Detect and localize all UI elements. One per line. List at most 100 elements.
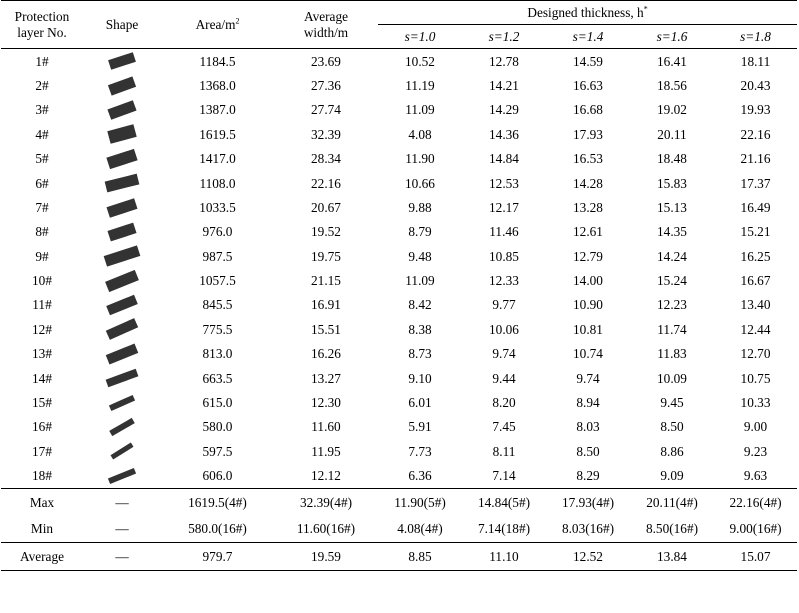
thickness-cell: 20.11 xyxy=(657,126,687,142)
summary-label: Max xyxy=(1,488,83,516)
table-row: 7# 1033.5 20.67 9.88 12.17 13.28 15.13 16.49 xyxy=(1,195,797,219)
protection-no-cell: 12# xyxy=(32,321,52,337)
thickness-cell: 6.36 xyxy=(408,468,432,484)
area-cell: 775.5 xyxy=(202,321,233,337)
summary-thickness: 17.93(4#) xyxy=(546,488,630,516)
area-cell: 615.0 xyxy=(202,395,233,411)
shape-icon xyxy=(106,148,138,169)
shape-cell xyxy=(83,317,161,341)
protection-no-cell: 1# xyxy=(35,53,49,69)
average-width-cell: 28.34 xyxy=(311,151,341,167)
thickness-cell: 7.14 xyxy=(492,468,516,484)
table-row: 18# 606.0 12.12 6.36 7.14 8.29 9.09 9.63 xyxy=(1,464,797,489)
thickness-cell: 11.09 xyxy=(405,102,435,118)
header-s-col: s=1.4 xyxy=(546,24,630,49)
shape-cell xyxy=(83,464,161,489)
summary-thickness: 14.84(5#) xyxy=(462,488,546,516)
thickness-cell: 11.90 xyxy=(405,151,435,167)
thickness-cell: 14.59 xyxy=(573,53,603,69)
thickness-cell: 12.44 xyxy=(740,321,771,337)
protection-no-cell: 17# xyxy=(32,443,52,459)
table-row: 1# 1184.5 23.69 10.52 12.78 14.59 16.41 18.11 xyxy=(1,49,797,74)
thickness-cell: 11.74 xyxy=(657,321,687,337)
protection-no-cell: 6# xyxy=(35,175,49,191)
thickness-cell: 9.77 xyxy=(492,297,516,313)
thickness-cell: 9.00 xyxy=(743,419,768,435)
shape-mark xyxy=(107,100,137,120)
shape-cell xyxy=(83,293,161,317)
table-row: 3# 1387.0 27.74 11.09 14.29 16.68 19.02 19.93 xyxy=(1,98,797,122)
area-cell: 1057.5 xyxy=(199,273,236,289)
shape-icon xyxy=(105,318,139,341)
shape-cell xyxy=(83,220,161,244)
average-width-cell: 12.12 xyxy=(311,468,341,484)
area-cell: 597.5 xyxy=(202,443,233,459)
thickness-cell: 19.93 xyxy=(740,102,771,118)
thickness-cell: 9.45 xyxy=(660,395,684,411)
shape-mark xyxy=(106,197,138,218)
protection-no-cell: 14# xyxy=(32,370,52,386)
thickness-cell: 4.08 xyxy=(408,126,432,142)
average-width-cell: 13.27 xyxy=(311,370,341,386)
shape-cell xyxy=(83,244,161,268)
thickness-cell: 16.67 xyxy=(740,273,771,289)
summary-shape-dash: — xyxy=(115,521,129,537)
summary-shape-dash: — xyxy=(83,542,161,571)
shape-mark xyxy=(110,442,134,460)
average-width-cell: 19.75 xyxy=(311,248,341,264)
thickness-cell: 10.09 xyxy=(657,370,687,386)
average-width-cell: 11.60 xyxy=(311,419,341,435)
thickness-cell: 14.21 xyxy=(489,77,519,93)
thickness-cell: 10.06 xyxy=(489,321,519,337)
area-cell: 1184.5 xyxy=(199,53,236,69)
thickness-cell: 10.90 xyxy=(573,297,603,313)
area-cell: 606.0 xyxy=(202,468,233,484)
shape-icon xyxy=(106,197,138,218)
thickness-cell: 9.74 xyxy=(492,346,516,362)
protection-no-cell: 5# xyxy=(35,151,49,167)
area-cell: 987.5 xyxy=(202,248,233,264)
thickness-cell: 10.33 xyxy=(740,395,771,411)
summary-width: 11.60(16#) xyxy=(296,521,356,537)
shape-icon xyxy=(107,124,137,145)
summary-row: Average —979.7 19.59 8.85 11.10 12.52 13.84 15.… xyxy=(1,542,798,571)
average-width-cell: 12.30 xyxy=(311,395,341,411)
thickness-cell: 7.73 xyxy=(408,443,432,459)
thickness-cell: 12.33 xyxy=(489,273,519,289)
shape-icon xyxy=(105,343,139,365)
shape-cell xyxy=(83,415,161,439)
area-cell: 976.0 xyxy=(202,224,233,240)
thickness-cell: 9.48 xyxy=(408,248,432,264)
area-cell: 1108.0 xyxy=(199,175,236,191)
table-row: 9# 987.5 19.75 9.48 10.85 12.79 14.24 16.25 xyxy=(1,244,797,268)
shape-icon xyxy=(105,269,139,292)
thickness-cell: 9.74 xyxy=(576,370,600,386)
average-width-cell: 27.74 xyxy=(311,102,341,118)
thickness-cell: 15.24 xyxy=(657,273,687,289)
shape-cell xyxy=(83,342,161,366)
summary-area: 979.7 xyxy=(161,542,274,571)
area-cell: 813.0 xyxy=(202,346,233,362)
shape-mark xyxy=(109,417,135,437)
thickness-cell: 8.29 xyxy=(576,468,600,484)
thickness-cell: 15.83 xyxy=(657,175,687,191)
protection-no-cell: 11# xyxy=(32,297,52,313)
thickness-cell: 8.20 xyxy=(492,395,516,411)
header-s-col: s=1.2 xyxy=(462,24,546,49)
summary-thickness: 4.08(4#) xyxy=(397,521,443,537)
average-width-cell: 22.16 xyxy=(311,175,341,191)
thickness-cell: 11.46 xyxy=(489,224,519,240)
thickness-cell: 8.50 xyxy=(660,419,684,435)
thickness-cell: 14.36 xyxy=(489,126,519,142)
average-width-cell: 19.52 xyxy=(311,224,341,240)
thickness-cell: 11.09 xyxy=(405,273,435,289)
thickness-cell: 9.23 xyxy=(743,443,768,459)
thickness-cell: 10.74 xyxy=(573,346,603,362)
shape-mark xyxy=(107,124,137,145)
shape-cell xyxy=(83,366,161,390)
table-row: 8# 976.0 19.52 8.79 11.46 12.61 14.35 15.21 xyxy=(1,220,797,244)
thickness-cell: 8.11 xyxy=(492,443,516,459)
thickness-cell: 17.37 xyxy=(740,175,771,191)
average-width-cell: 21.15 xyxy=(311,273,341,289)
summary-shape-dash: — xyxy=(83,488,161,516)
